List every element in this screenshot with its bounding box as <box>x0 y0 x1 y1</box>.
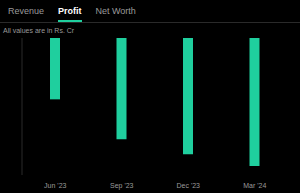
html-text:Net Worth: Net Worth <box>95 6 136 16</box>
html-text:Profit: Profit <box>58 6 82 16</box>
html-text:Revenue: Revenue <box>8 6 44 16</box>
html-text:All values are in Rs. Cr: All values are in Rs. Cr <box>3 27 75 34</box>
svg-text:Dec '23: Dec '23 <box>176 182 200 189</box>
svg-text:Mar '24: Mar '24 <box>243 182 266 189</box>
svg-text:Jun '23: Jun '23 <box>44 182 66 189</box>
svg-text:Sep '23: Sep '23 <box>110 182 134 190</box>
